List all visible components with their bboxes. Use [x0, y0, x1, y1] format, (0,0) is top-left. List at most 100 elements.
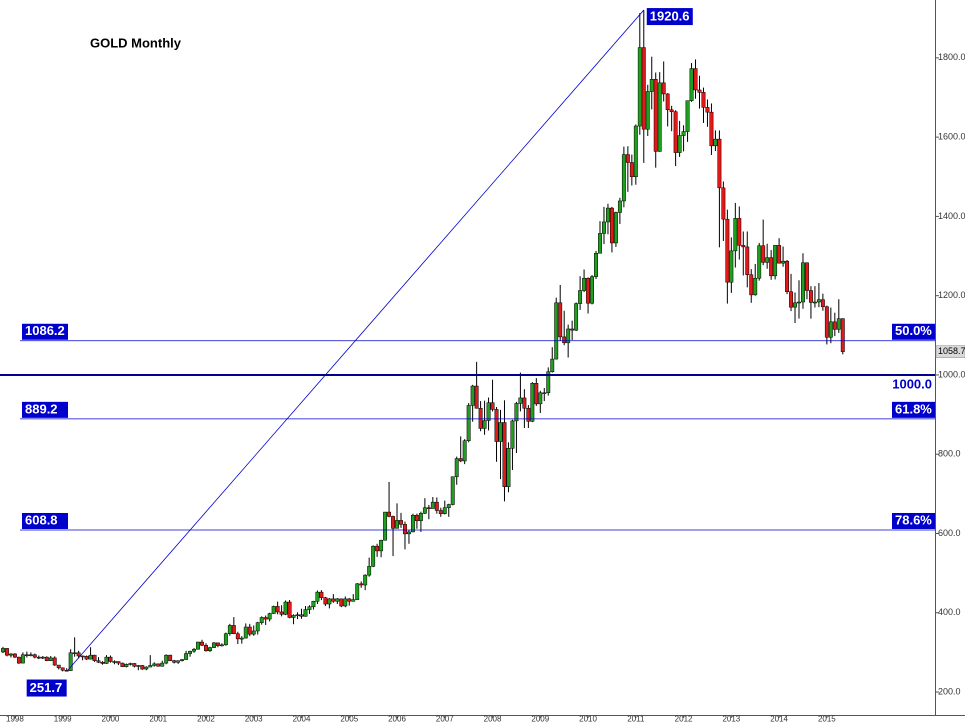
candle-body	[677, 135, 682, 153]
candle-body	[653, 79, 658, 152]
candle-body	[231, 625, 236, 634]
candle-body	[490, 402, 495, 410]
candle-body	[450, 476, 455, 505]
candle-body	[526, 407, 531, 422]
candle-body	[403, 524, 407, 535]
candle-body	[251, 630, 256, 635]
candle-body	[20, 654, 25, 664]
candle-body	[629, 162, 634, 178]
candle-body	[363, 574, 368, 586]
candle-body	[554, 302, 559, 360]
candle-body	[805, 262, 809, 291]
candle-body	[156, 663, 161, 667]
candle-body	[124, 664, 129, 667]
candle-body	[407, 531, 411, 535]
candle-body	[24, 654, 29, 657]
candle-body	[410, 514, 415, 533]
candle-body	[76, 652, 81, 657]
candle-body	[399, 520, 403, 525]
x-tick-label: 1998	[6, 715, 24, 724]
candle-body	[323, 597, 328, 605]
y-tick-label: 1200.0	[938, 290, 965, 300]
candle-body	[176, 660, 181, 663]
candle-body	[80, 655, 85, 658]
candle-body	[307, 606, 312, 610]
candle-body	[426, 507, 431, 509]
candle-body	[729, 250, 734, 283]
candle-body	[582, 277, 587, 291]
candle-body	[713, 138, 718, 147]
candle-body	[514, 403, 519, 422]
candle-body	[482, 420, 487, 429]
candle-body	[502, 422, 507, 487]
x-tick-label: 2013	[722, 715, 740, 724]
candle-body	[530, 383, 535, 422]
candle-body	[598, 233, 602, 254]
candle-body	[347, 598, 352, 602]
candle-body	[227, 625, 232, 634]
candle-body	[797, 301, 801, 304]
candle-body	[9, 653, 13, 656]
y-tick-label: 200.0	[938, 686, 961, 696]
y-tick-label: 1600.0	[938, 132, 965, 142]
candle-body	[371, 545, 376, 567]
candle-body	[812, 301, 817, 304]
candle-body	[235, 633, 240, 640]
candle-body	[701, 92, 706, 108]
fib-ratio-label: 50.0%	[895, 323, 932, 338]
candle-body	[462, 440, 467, 462]
fib-ratio-label: 61.8%	[895, 401, 932, 416]
candle-body	[745, 246, 750, 275]
candle-body	[331, 598, 336, 602]
candle-body	[339, 598, 344, 607]
y-tick-label: 1000.0	[938, 369, 965, 379]
candle-body	[458, 458, 463, 462]
candle-body	[641, 47, 646, 130]
candle-body	[379, 539, 384, 552]
fib-ratio-label: 78.6%	[895, 512, 932, 527]
trend-line	[66, 9, 645, 672]
candle-body	[824, 306, 829, 338]
candle-body	[52, 657, 57, 666]
candle-body	[188, 650, 193, 654]
swing-low-label: 251.7	[30, 680, 63, 695]
candle-body	[84, 656, 89, 660]
x-tick-label: 2007	[436, 715, 454, 724]
candle-body	[538, 392, 543, 405]
candle-body	[606, 207, 610, 223]
candle-body	[204, 644, 208, 652]
candle-body	[705, 107, 710, 113]
candle-body	[391, 516, 395, 529]
candle-body	[355, 583, 360, 600]
candle-body	[685, 100, 690, 132]
candle-body	[709, 111, 714, 147]
candle-body	[665, 93, 670, 111]
candle-body	[673, 111, 678, 153]
x-tick-label: 2014	[770, 715, 788, 724]
candle-body	[283, 601, 288, 615]
candle-body	[542, 392, 547, 395]
candle-body	[422, 507, 427, 514]
candle-body	[291, 615, 296, 618]
candle-body	[208, 647, 212, 652]
candle-body	[223, 633, 228, 646]
candle-body	[765, 257, 770, 263]
candle-body	[144, 666, 149, 670]
candle-body	[466, 405, 471, 441]
candle-body	[375, 545, 380, 552]
candle-body	[172, 660, 177, 663]
fib-ratio-box	[892, 401, 935, 418]
candle-body	[104, 656, 109, 664]
candle-body	[438, 510, 443, 514]
x-tick-label: 2004	[293, 715, 311, 724]
candle-body	[816, 299, 821, 303]
x-tick-label: 2009	[531, 715, 549, 724]
candle-body	[60, 667, 65, 671]
candle-body	[367, 566, 372, 576]
candle-body	[196, 641, 200, 650]
candle-body	[243, 626, 248, 639]
candle-body	[184, 653, 189, 660]
candle-body	[259, 617, 264, 623]
candle-body	[494, 409, 499, 442]
